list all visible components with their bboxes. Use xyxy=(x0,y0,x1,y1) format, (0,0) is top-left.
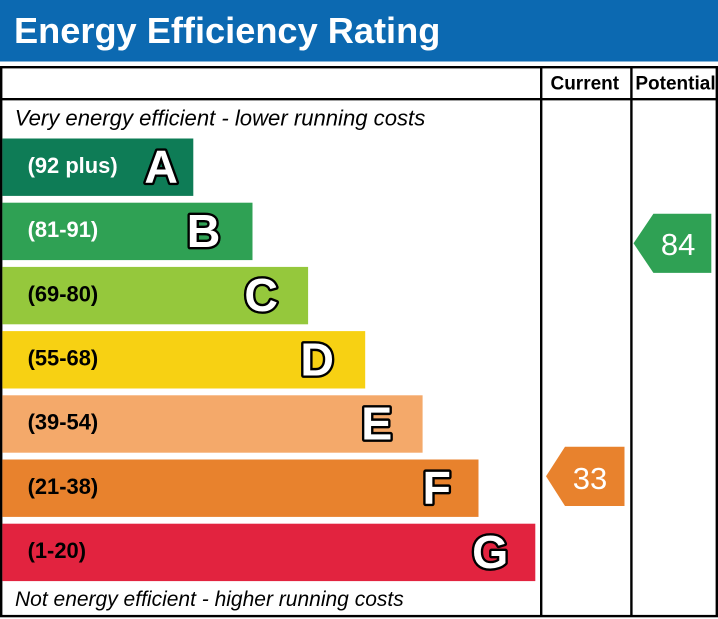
svg-text:33: 33 xyxy=(573,461,607,496)
svg-text:(55-68): (55-68) xyxy=(28,346,99,371)
svg-text:D: D xyxy=(300,333,334,385)
svg-text:(21-38): (21-38) xyxy=(28,474,99,499)
svg-text:(81-91): (81-91) xyxy=(28,217,99,242)
svg-text:Energy Efficiency Rating: Energy Efficiency Rating xyxy=(14,10,440,51)
svg-text:Potential: Potential xyxy=(635,74,715,95)
svg-text:A: A xyxy=(144,141,178,193)
svg-text:C: C xyxy=(244,269,278,321)
svg-text:B: B xyxy=(187,205,221,257)
svg-text:Current: Current xyxy=(550,74,619,95)
svg-text:84: 84 xyxy=(661,227,695,262)
svg-text:(1-20): (1-20) xyxy=(28,538,86,563)
svg-text:F: F xyxy=(423,462,451,514)
svg-text:E: E xyxy=(361,398,392,450)
svg-text:Very energy efficient - lower: Very energy efficient - lower running co… xyxy=(15,106,426,131)
svg-text:G: G xyxy=(472,526,508,578)
svg-text:(39-54): (39-54) xyxy=(28,410,99,435)
svg-text:(69-80): (69-80) xyxy=(28,281,99,306)
svg-text:Not energy efficient - higher: Not energy efficient - higher running co… xyxy=(15,588,404,611)
svg-text:(92 plus): (92 plus) xyxy=(28,153,118,178)
